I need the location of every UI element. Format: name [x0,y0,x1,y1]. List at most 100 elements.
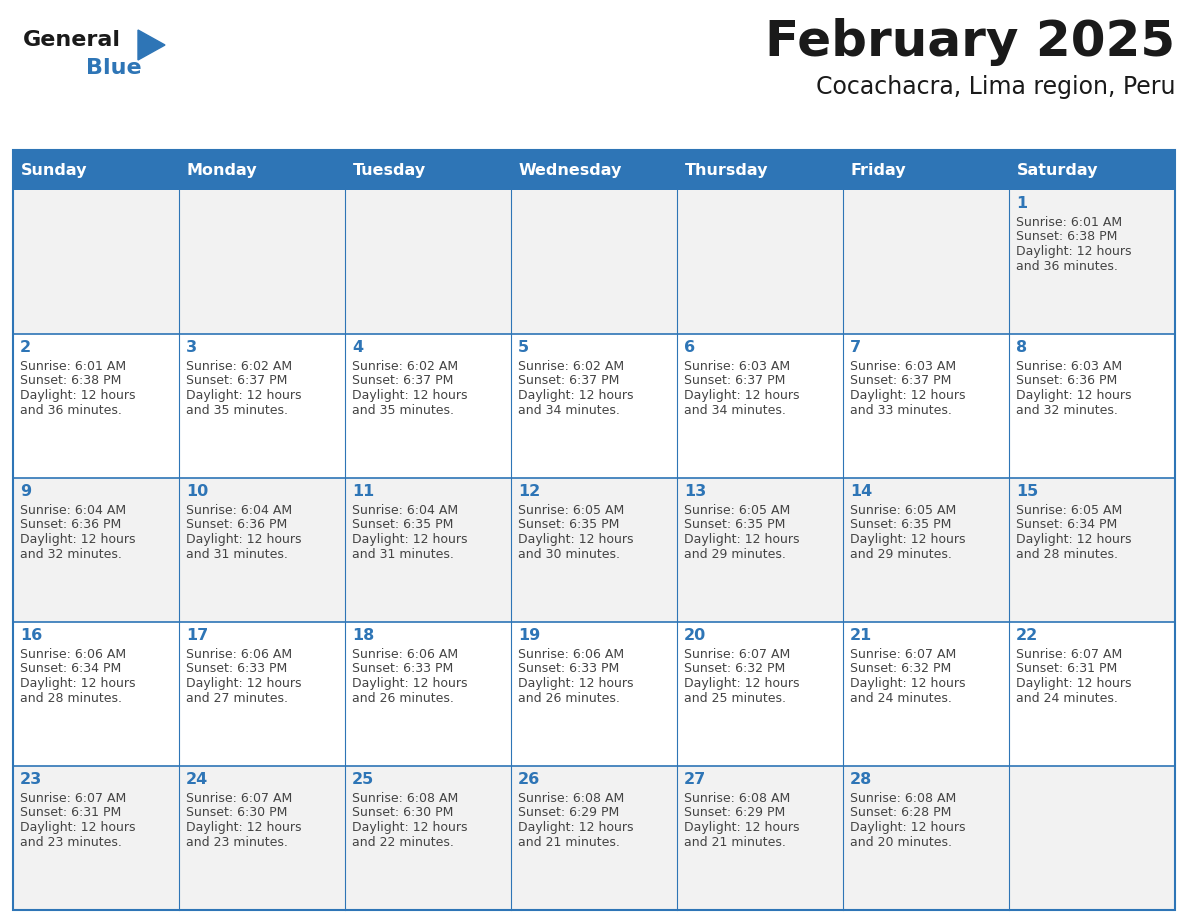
Text: Daylight: 12 hours: Daylight: 12 hours [187,821,302,834]
Text: 7: 7 [849,340,861,355]
Text: 9: 9 [20,484,31,499]
Text: Daylight: 12 hours: Daylight: 12 hours [518,389,633,402]
Text: Sunrise: 6:07 AM: Sunrise: 6:07 AM [684,648,790,661]
Text: Sunrise: 6:05 AM: Sunrise: 6:05 AM [518,504,624,517]
Text: Sunset: 6:29 PM: Sunset: 6:29 PM [518,807,619,820]
Text: Cocachacra, Lima region, Peru: Cocachacra, Lima region, Peru [815,75,1175,99]
Text: Monday: Monday [187,162,258,177]
Text: and 21 minutes.: and 21 minutes. [684,835,786,848]
Text: 26: 26 [518,772,541,787]
Bar [13,150,1175,910]
Text: 17: 17 [187,628,208,643]
Text: Daylight: 12 hours: Daylight: 12 hours [684,533,800,546]
Text: Sunset: 6:33 PM: Sunset: 6:33 PM [187,663,287,676]
Text: and 32 minutes.: and 32 minutes. [1016,404,1118,417]
Text: Blue: Blue [86,58,141,78]
Text: Daylight: 12 hours: Daylight: 12 hours [1016,389,1131,402]
Text: Friday: Friday [851,162,906,177]
Text: Sunrise: 6:06 AM: Sunrise: 6:06 AM [20,648,126,661]
Text: Sunrise: 6:08 AM: Sunrise: 6:08 AM [518,792,624,805]
Text: Daylight: 12 hours: Daylight: 12 hours [849,821,966,834]
Text: 8: 8 [1016,340,1028,355]
Text: Daylight: 12 hours: Daylight: 12 hours [20,821,135,834]
Text: Daylight: 12 hours: Daylight: 12 hours [352,821,468,834]
Text: Tuesday: Tuesday [353,162,426,177]
Text: Sunset: 6:35 PM: Sunset: 6:35 PM [518,519,619,532]
Text: Sunrise: 6:01 AM: Sunrise: 6:01 AM [1016,216,1123,229]
Text: Sunrise: 6:04 AM: Sunrise: 6:04 AM [352,504,459,517]
Text: February 2025: February 2025 [765,18,1175,66]
Text: Sunset: 6:38 PM: Sunset: 6:38 PM [20,375,121,387]
Text: 14: 14 [849,484,872,499]
Text: 5: 5 [518,340,529,355]
Text: 16: 16 [20,628,43,643]
Text: Sunrise: 6:08 AM: Sunrise: 6:08 AM [684,792,790,805]
Text: Thursday: Thursday [685,162,769,177]
Text: Daylight: 12 hours: Daylight: 12 hours [518,821,633,834]
Text: 22: 22 [1016,628,1038,643]
Text: Sunrise: 6:02 AM: Sunrise: 6:02 AM [352,360,459,373]
Bar [13,766,1175,910]
Text: and 23 minutes.: and 23 minutes. [20,835,122,848]
Text: Sunrise: 6:02 AM: Sunrise: 6:02 AM [187,360,292,373]
Text: and 29 minutes.: and 29 minutes. [849,547,952,561]
Text: Sunset: 6:37 PM: Sunset: 6:37 PM [352,375,454,387]
Text: Daylight: 12 hours: Daylight: 12 hours [518,533,633,546]
Text: Daylight: 12 hours: Daylight: 12 hours [187,389,302,402]
Text: Sunrise: 6:07 AM: Sunrise: 6:07 AM [187,792,292,805]
Text: and 35 minutes.: and 35 minutes. [187,404,287,417]
Text: and 20 minutes.: and 20 minutes. [849,835,952,848]
Text: and 31 minutes.: and 31 minutes. [352,547,454,561]
Text: Sunrise: 6:07 AM: Sunrise: 6:07 AM [20,792,126,805]
Text: and 36 minutes.: and 36 minutes. [20,404,122,417]
Text: Sunset: 6:33 PM: Sunset: 6:33 PM [352,663,454,676]
Text: Sunrise: 6:06 AM: Sunrise: 6:06 AM [352,648,459,661]
Text: 21: 21 [849,628,872,643]
Text: Daylight: 12 hours: Daylight: 12 hours [849,677,966,690]
Text: and 24 minutes.: and 24 minutes. [849,691,952,704]
Text: Sunrise: 6:06 AM: Sunrise: 6:06 AM [518,648,624,661]
Text: Sunrise: 6:05 AM: Sunrise: 6:05 AM [849,504,956,517]
Text: Daylight: 12 hours: Daylight: 12 hours [187,677,302,690]
Text: 13: 13 [684,484,706,499]
Text: 18: 18 [352,628,374,643]
Text: Sunrise: 6:05 AM: Sunrise: 6:05 AM [684,504,790,517]
Text: Sunrise: 6:04 AM: Sunrise: 6:04 AM [187,504,292,517]
Text: Daylight: 12 hours: Daylight: 12 hours [1016,533,1131,546]
Bar [13,150,1175,190]
Text: Sunset: 6:31 PM: Sunset: 6:31 PM [1016,663,1117,676]
Text: Sunset: 6:34 PM: Sunset: 6:34 PM [20,663,121,676]
Text: and 32 minutes.: and 32 minutes. [20,547,122,561]
Text: and 35 minutes.: and 35 minutes. [352,404,454,417]
Text: Sunrise: 6:06 AM: Sunrise: 6:06 AM [187,648,292,661]
Text: 12: 12 [518,484,541,499]
Text: 6: 6 [684,340,695,355]
Text: and 33 minutes.: and 33 minutes. [849,404,952,417]
Text: Sunrise: 6:03 AM: Sunrise: 6:03 AM [1016,360,1123,373]
Text: Sunset: 6:32 PM: Sunset: 6:32 PM [849,663,952,676]
Text: Sunrise: 6:08 AM: Sunrise: 6:08 AM [849,792,956,805]
Text: 1: 1 [1016,196,1028,211]
Text: 4: 4 [352,340,364,355]
Text: Daylight: 12 hours: Daylight: 12 hours [684,821,800,834]
Text: 24: 24 [187,772,208,787]
Text: and 26 minutes.: and 26 minutes. [518,691,620,704]
Text: Daylight: 12 hours: Daylight: 12 hours [849,389,966,402]
Text: and 28 minutes.: and 28 minutes. [20,691,122,704]
Text: Sunrise: 6:03 AM: Sunrise: 6:03 AM [849,360,956,373]
Text: and 30 minutes.: and 30 minutes. [518,547,620,561]
Text: and 29 minutes.: and 29 minutes. [684,547,786,561]
Text: 3: 3 [187,340,197,355]
Text: Sunrise: 6:02 AM: Sunrise: 6:02 AM [518,360,624,373]
Bar [13,190,1175,334]
Text: Daylight: 12 hours: Daylight: 12 hours [187,533,302,546]
Text: Sunset: 6:38 PM: Sunset: 6:38 PM [1016,230,1118,243]
Text: Wednesday: Wednesday [519,162,623,177]
Text: Daylight: 12 hours: Daylight: 12 hours [1016,677,1131,690]
Text: Daylight: 12 hours: Daylight: 12 hours [684,389,800,402]
Text: Sunset: 6:33 PM: Sunset: 6:33 PM [518,663,619,676]
Text: 10: 10 [187,484,208,499]
Text: 2: 2 [20,340,31,355]
Text: Sunset: 6:36 PM: Sunset: 6:36 PM [1016,375,1117,387]
Text: Sunset: 6:32 PM: Sunset: 6:32 PM [684,663,785,676]
